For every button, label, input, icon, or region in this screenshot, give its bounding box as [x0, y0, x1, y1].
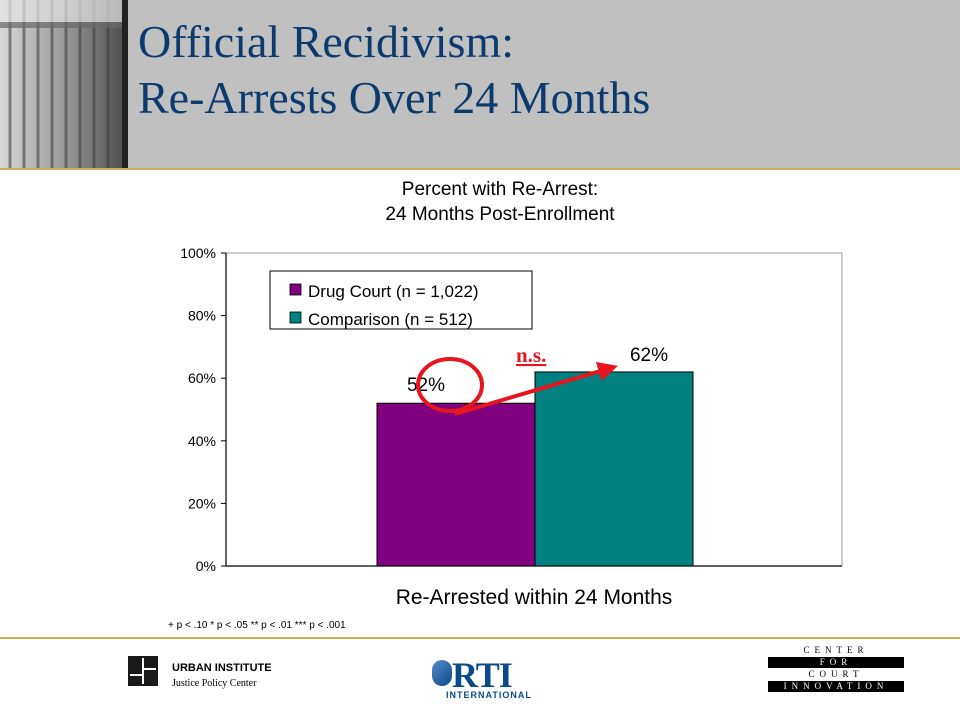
- legend-label-comparison: Comparison (n = 512): [308, 310, 473, 329]
- cci-line-innovation: INNOVATION: [768, 681, 904, 692]
- y-tick-label: 100%: [180, 245, 216, 261]
- significance-annotation: n.s.: [416, 343, 618, 416]
- urban-institute-name: URBAN INSTITUTE: [172, 662, 272, 674]
- y-tick-label: 80%: [188, 308, 216, 324]
- cci-line-center: CENTER: [768, 645, 904, 656]
- bar-drug-court: [376, 402, 536, 567]
- y-axis-ticks: 0% 20% 40% 60% 80% 100%: [180, 245, 226, 574]
- bar-value-label: 62%: [630, 345, 668, 366]
- page-title: Official Recidivism: Re-Arrests Over 24 …: [138, 14, 650, 126]
- bar-value-label: 52%: [407, 375, 445, 396]
- chart-title-line-2: 24 Months Post-Enrollment: [385, 204, 615, 225]
- header-banner: Official Recidivism: Re-Arrests Over 24 …: [0, 0, 960, 168]
- page-title-line-2: Re-Arrests Over 24 Months: [138, 72, 651, 123]
- change-arrow: [454, 361, 618, 416]
- legend-swatch-drug-court: [289, 283, 302, 296]
- justice-policy-center-label: Justice Policy Center: [172, 678, 257, 689]
- y-tick-label: 0%: [196, 558, 216, 574]
- y-tick-label: 60%: [188, 370, 216, 386]
- highlight-circle: [416, 357, 484, 413]
- cci-line-court: COURT: [768, 669, 904, 680]
- rti-international-label: INTERNATIONAL: [446, 690, 532, 700]
- chart-legend: Drug Court (n = 1,022) Comparison (n = 5…: [269, 270, 533, 330]
- bar-comparison: [534, 371, 694, 567]
- significance-footnote: + p < .10 * p < .05 ** p < .01 *** p < .…: [168, 620, 346, 631]
- ns-annotation-label: n.s.: [516, 343, 546, 367]
- y-tick-label: 40%: [188, 433, 216, 449]
- legend-label-drug-court: Drug Court (n = 1,022): [308, 282, 479, 301]
- bar-chart: 0% 20% 40% 60% 80% 100% 52% 62% Drug Court (n …: [180, 245, 843, 609]
- chart-title: Percent with Re-Arrest: 24 Months Post-E…: [230, 177, 770, 227]
- footer-divider: [0, 637, 960, 639]
- rti-international-logo: RTI INTERNATIONAL: [432, 655, 552, 700]
- legend-swatch-comparison: [289, 311, 302, 324]
- y-tick-label: 20%: [188, 495, 216, 511]
- legend-box: [269, 270, 533, 330]
- cci-line-for: FOR: [768, 657, 904, 668]
- x-axis-label: Re-Arrested within 24 Months: [396, 586, 673, 609]
- header-divider: [0, 168, 960, 170]
- rti-globe-icon: [432, 660, 452, 686]
- rti-wordmark: RTI: [452, 655, 513, 695]
- urban-institute-mark-icon: [128, 656, 158, 686]
- chart-title-line-1: Percent with Re-Arrest:: [401, 179, 599, 200]
- column-pillar-image: [0, 0, 128, 168]
- page-title-line-1: Official Recidivism:: [138, 16, 515, 67]
- bar-series: [376, 371, 694, 567]
- center-for-court-innovation-logo: CENTER FOR COURT INNOVATION: [768, 645, 904, 693]
